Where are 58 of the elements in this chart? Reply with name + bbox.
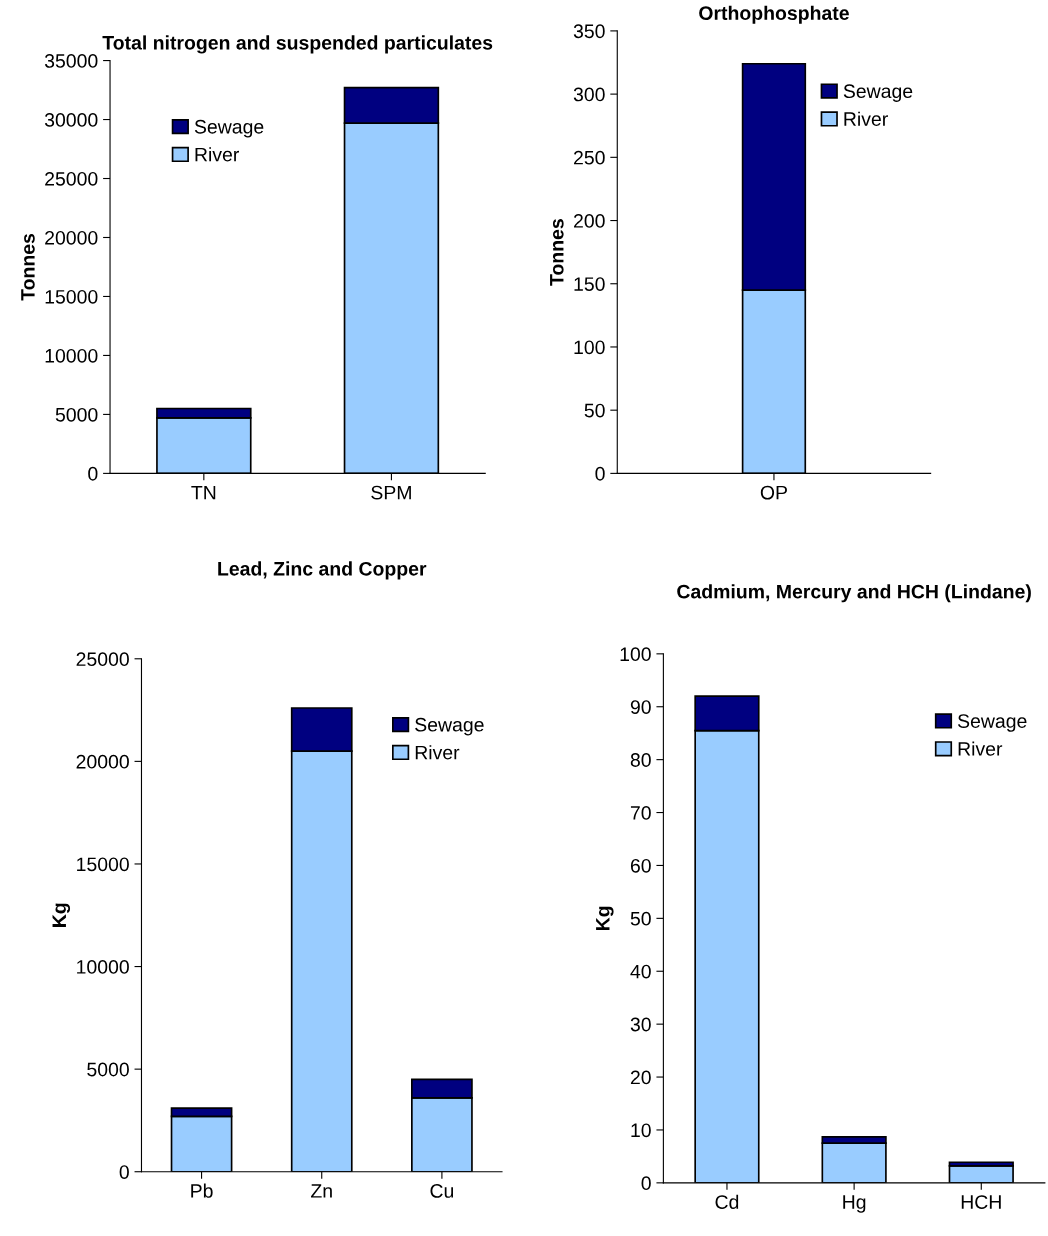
x-tick-label: OP (760, 485, 787, 500)
y-tick-label: 25000 (76, 652, 129, 667)
y-tick-label: 0 (595, 466, 605, 481)
chart-title: Total nitrogen and suspended particulates (102, 35, 493, 54)
y-tick-label: 100 (574, 340, 605, 355)
x-tick-label: HCH (961, 1195, 1001, 1209)
y-tick-label: 50 (584, 403, 605, 418)
x-tick-label: SPM (371, 485, 411, 500)
y-tick-label: 15000 (77, 857, 129, 872)
y-tick-label: 250 (574, 150, 605, 165)
y-axis-title: Tonnes (550, 219, 564, 286)
y-tick-label: 10000 (45, 348, 98, 363)
y-tick-label: 80 (630, 753, 651, 767)
y-tick-label: 50 (630, 911, 651, 926)
chart-title: Cadmium, Mercury and HCH (Lindane) (677, 584, 1031, 603)
legend-label: River (844, 111, 888, 126)
y-tick-label: 0 (119, 1165, 129, 1179)
y-tick-label: 5000 (87, 1062, 129, 1077)
y-axis-title: Tonnes (21, 233, 35, 301)
y-tick-label: 300 (573, 87, 605, 102)
chart-title: Orthophosphate (699, 5, 849, 24)
y-tick-label: 15000 (45, 289, 98, 304)
legend-label: Sewage (843, 84, 913, 102)
y-tick-label: 30000 (44, 113, 98, 127)
y-tick-label: 0 (641, 1176, 651, 1191)
chart-title: Lead, Zinc and Copper (218, 561, 427, 580)
y-tick-label: 40 (630, 964, 651, 979)
legend-label: River (195, 147, 239, 162)
x-tick-label: Hg (843, 1195, 866, 1213)
legend-label: River (958, 741, 1003, 756)
x-tick-label: Cd (715, 1194, 739, 1209)
legend-label: Sewage (415, 717, 484, 736)
y-tick-label: 350 (573, 24, 605, 39)
y-tick-label: 20000 (45, 230, 98, 245)
y-tick-label: 100 (620, 647, 651, 662)
y-axis-title: Kg (596, 906, 614, 931)
legend-label: Sewage (957, 714, 1027, 732)
y-axis-title: Kg (52, 903, 71, 927)
y-tick-label: 60 (630, 858, 651, 873)
y-tick-label: 70 (630, 806, 651, 820)
y-tick-label: 20 (630, 1070, 651, 1085)
y-tick-label: 20000 (76, 754, 129, 769)
y-tick-label: 30 (630, 1017, 651, 1032)
x-tick-label: TN (191, 485, 216, 500)
legend-label: River (415, 745, 460, 760)
y-tick-label: 90 (630, 700, 651, 714)
y-tick-label: 35000 (44, 54, 98, 68)
y-tick-label: 10000 (77, 960, 129, 974)
y-tick-label: 25000 (45, 171, 98, 186)
x-tick-label: Cu (430, 1184, 454, 1198)
y-tick-label: 10 (631, 1123, 651, 1138)
y-tick-label: 5000 (55, 407, 98, 422)
legend-label: Sewage (194, 119, 264, 138)
y-tick-label: 200 (574, 214, 605, 228)
y-tick-label: 0 (88, 466, 98, 481)
x-tick-label: Pb (191, 1183, 213, 1198)
y-tick-label: 150 (574, 277, 605, 291)
x-tick-label: Zn (311, 1184, 332, 1198)
